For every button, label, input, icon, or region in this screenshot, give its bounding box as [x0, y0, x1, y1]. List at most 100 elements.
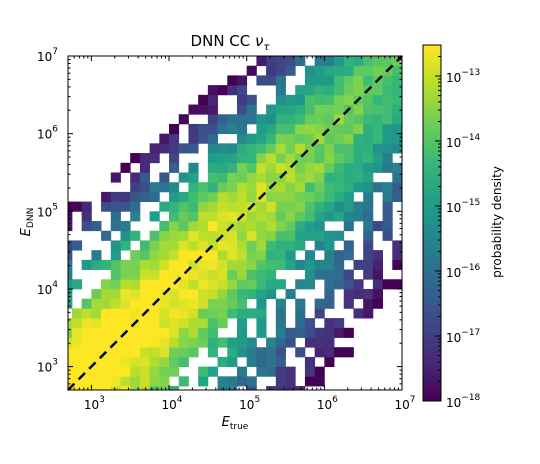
heatmap-cell [91, 259, 102, 270]
heatmap-cell [217, 221, 228, 232]
y-tick-label: 103 [37, 358, 58, 375]
heatmap-cell [324, 201, 335, 212]
heatmap-cell [304, 250, 316, 261]
heatmap-cell [188, 318, 199, 329]
heatmap-cell [130, 182, 141, 193]
y-tick-label-base: 10 [37, 128, 52, 142]
heatmap-cell [256, 211, 267, 222]
heatmap-cell [217, 114, 228, 125]
heatmap-cell [169, 250, 180, 261]
heatmap-cell [295, 211, 306, 222]
heatmap-cell [285, 327, 296, 338]
heatmap-cell [68, 250, 73, 261]
heatmap-cell [101, 318, 112, 329]
heatmap-cell [198, 308, 209, 319]
heatmap-cell [334, 318, 345, 329]
colorbar-tick-label-base: 10 [446, 266, 461, 280]
heatmap-cell [110, 211, 121, 222]
heatmap-cell [207, 153, 218, 164]
heatmap-cell [217, 182, 228, 193]
heatmap-cell [285, 376, 296, 387]
heatmap-cell [227, 172, 238, 183]
heatmap-cell [81, 356, 92, 368]
heatmap-cell [353, 85, 364, 96]
heatmap-cell [334, 133, 345, 144]
heatmap-cell [110, 318, 121, 329]
heatmap-cell [382, 230, 393, 241]
heatmap-cell [227, 162, 238, 173]
heatmap-cell [314, 104, 325, 115]
heatmap-cell [110, 172, 121, 183]
heatmap-cell [285, 211, 296, 222]
heatmap-cell [198, 376, 209, 387]
heatmap-cell [236, 288, 248, 300]
heatmap-cell [178, 288, 189, 300]
heatmap-cell [207, 269, 218, 280]
heatmap-cell [353, 104, 364, 115]
heatmap-cell [363, 65, 374, 76]
heatmap-cell [334, 75, 345, 86]
heatmap-cell [81, 211, 92, 222]
heatmap-cell [217, 259, 228, 270]
x-axis-label-subscript: true [230, 422, 249, 432]
heatmap-cell [334, 347, 345, 358]
heatmap-cell [227, 85, 238, 96]
heatmap-cell [304, 279, 316, 290]
heatmap-cell [91, 221, 102, 232]
heatmap-cell [275, 123, 286, 135]
heatmap-cell [236, 133, 248, 144]
x-axis-label-main: E [222, 415, 231, 430]
heatmap-cell [304, 153, 316, 164]
heatmap-cell [227, 201, 238, 212]
chart-title-main: DNN CC [191, 32, 255, 50]
heatmap-cell [217, 337, 228, 348]
colorbar-tick-label-exponent: −17 [461, 328, 480, 338]
heatmap-cell [392, 259, 403, 270]
heatmap-cell [285, 65, 296, 76]
heatmap-cell [130, 250, 141, 261]
heatmap-cell [198, 123, 209, 135]
heatmap-cell [363, 75, 374, 86]
heatmap-cell [68, 356, 73, 368]
heatmap-cell [256, 123, 267, 135]
heatmap-cell [295, 386, 306, 391]
heatmap-cell [343, 211, 354, 222]
heatmap-cell [120, 347, 131, 358]
heatmap-cell [275, 230, 286, 241]
heatmap-cell [130, 172, 141, 183]
heatmap-cell [81, 318, 92, 329]
heatmap-cell [217, 85, 228, 96]
heatmap-cell [246, 153, 257, 164]
x-tick-label-base: 10 [84, 398, 99, 412]
heatmap-cell [217, 211, 228, 222]
heatmap-cell [120, 221, 131, 232]
heatmap-cell [314, 308, 325, 319]
heatmap-cell [159, 337, 170, 348]
heatmap-cell [207, 182, 218, 193]
heatmap-cell [382, 85, 393, 96]
heatmap-cell [363, 153, 374, 164]
y-tick-label-exponent: 3 [52, 358, 58, 368]
y-tick-label: 105 [37, 202, 58, 219]
heatmap-cell [392, 250, 403, 261]
heatmap-cell [304, 182, 316, 193]
heatmap-cell [71, 279, 83, 290]
heatmap-cell [363, 230, 374, 241]
heatmap-cell [343, 56, 354, 67]
heatmap-cell [178, 114, 189, 125]
heatmap-cell [246, 308, 257, 319]
heatmap-cell [169, 230, 180, 241]
heatmap-cell [372, 85, 383, 96]
heatmap-cell [304, 259, 316, 270]
heatmap-cell [110, 279, 121, 290]
heatmap-cell [246, 376, 257, 387]
colorbar-tick-label: 10−15 [446, 198, 480, 215]
heatmap-cell [304, 269, 316, 280]
heatmap-cell [81, 376, 92, 387]
heatmap-cell [217, 356, 228, 368]
heatmap-cell [227, 337, 238, 348]
heatmap-cell [68, 201, 73, 212]
heatmap-cell [295, 308, 306, 319]
heatmap-cell [266, 259, 277, 270]
heatmap-cell [275, 133, 286, 144]
